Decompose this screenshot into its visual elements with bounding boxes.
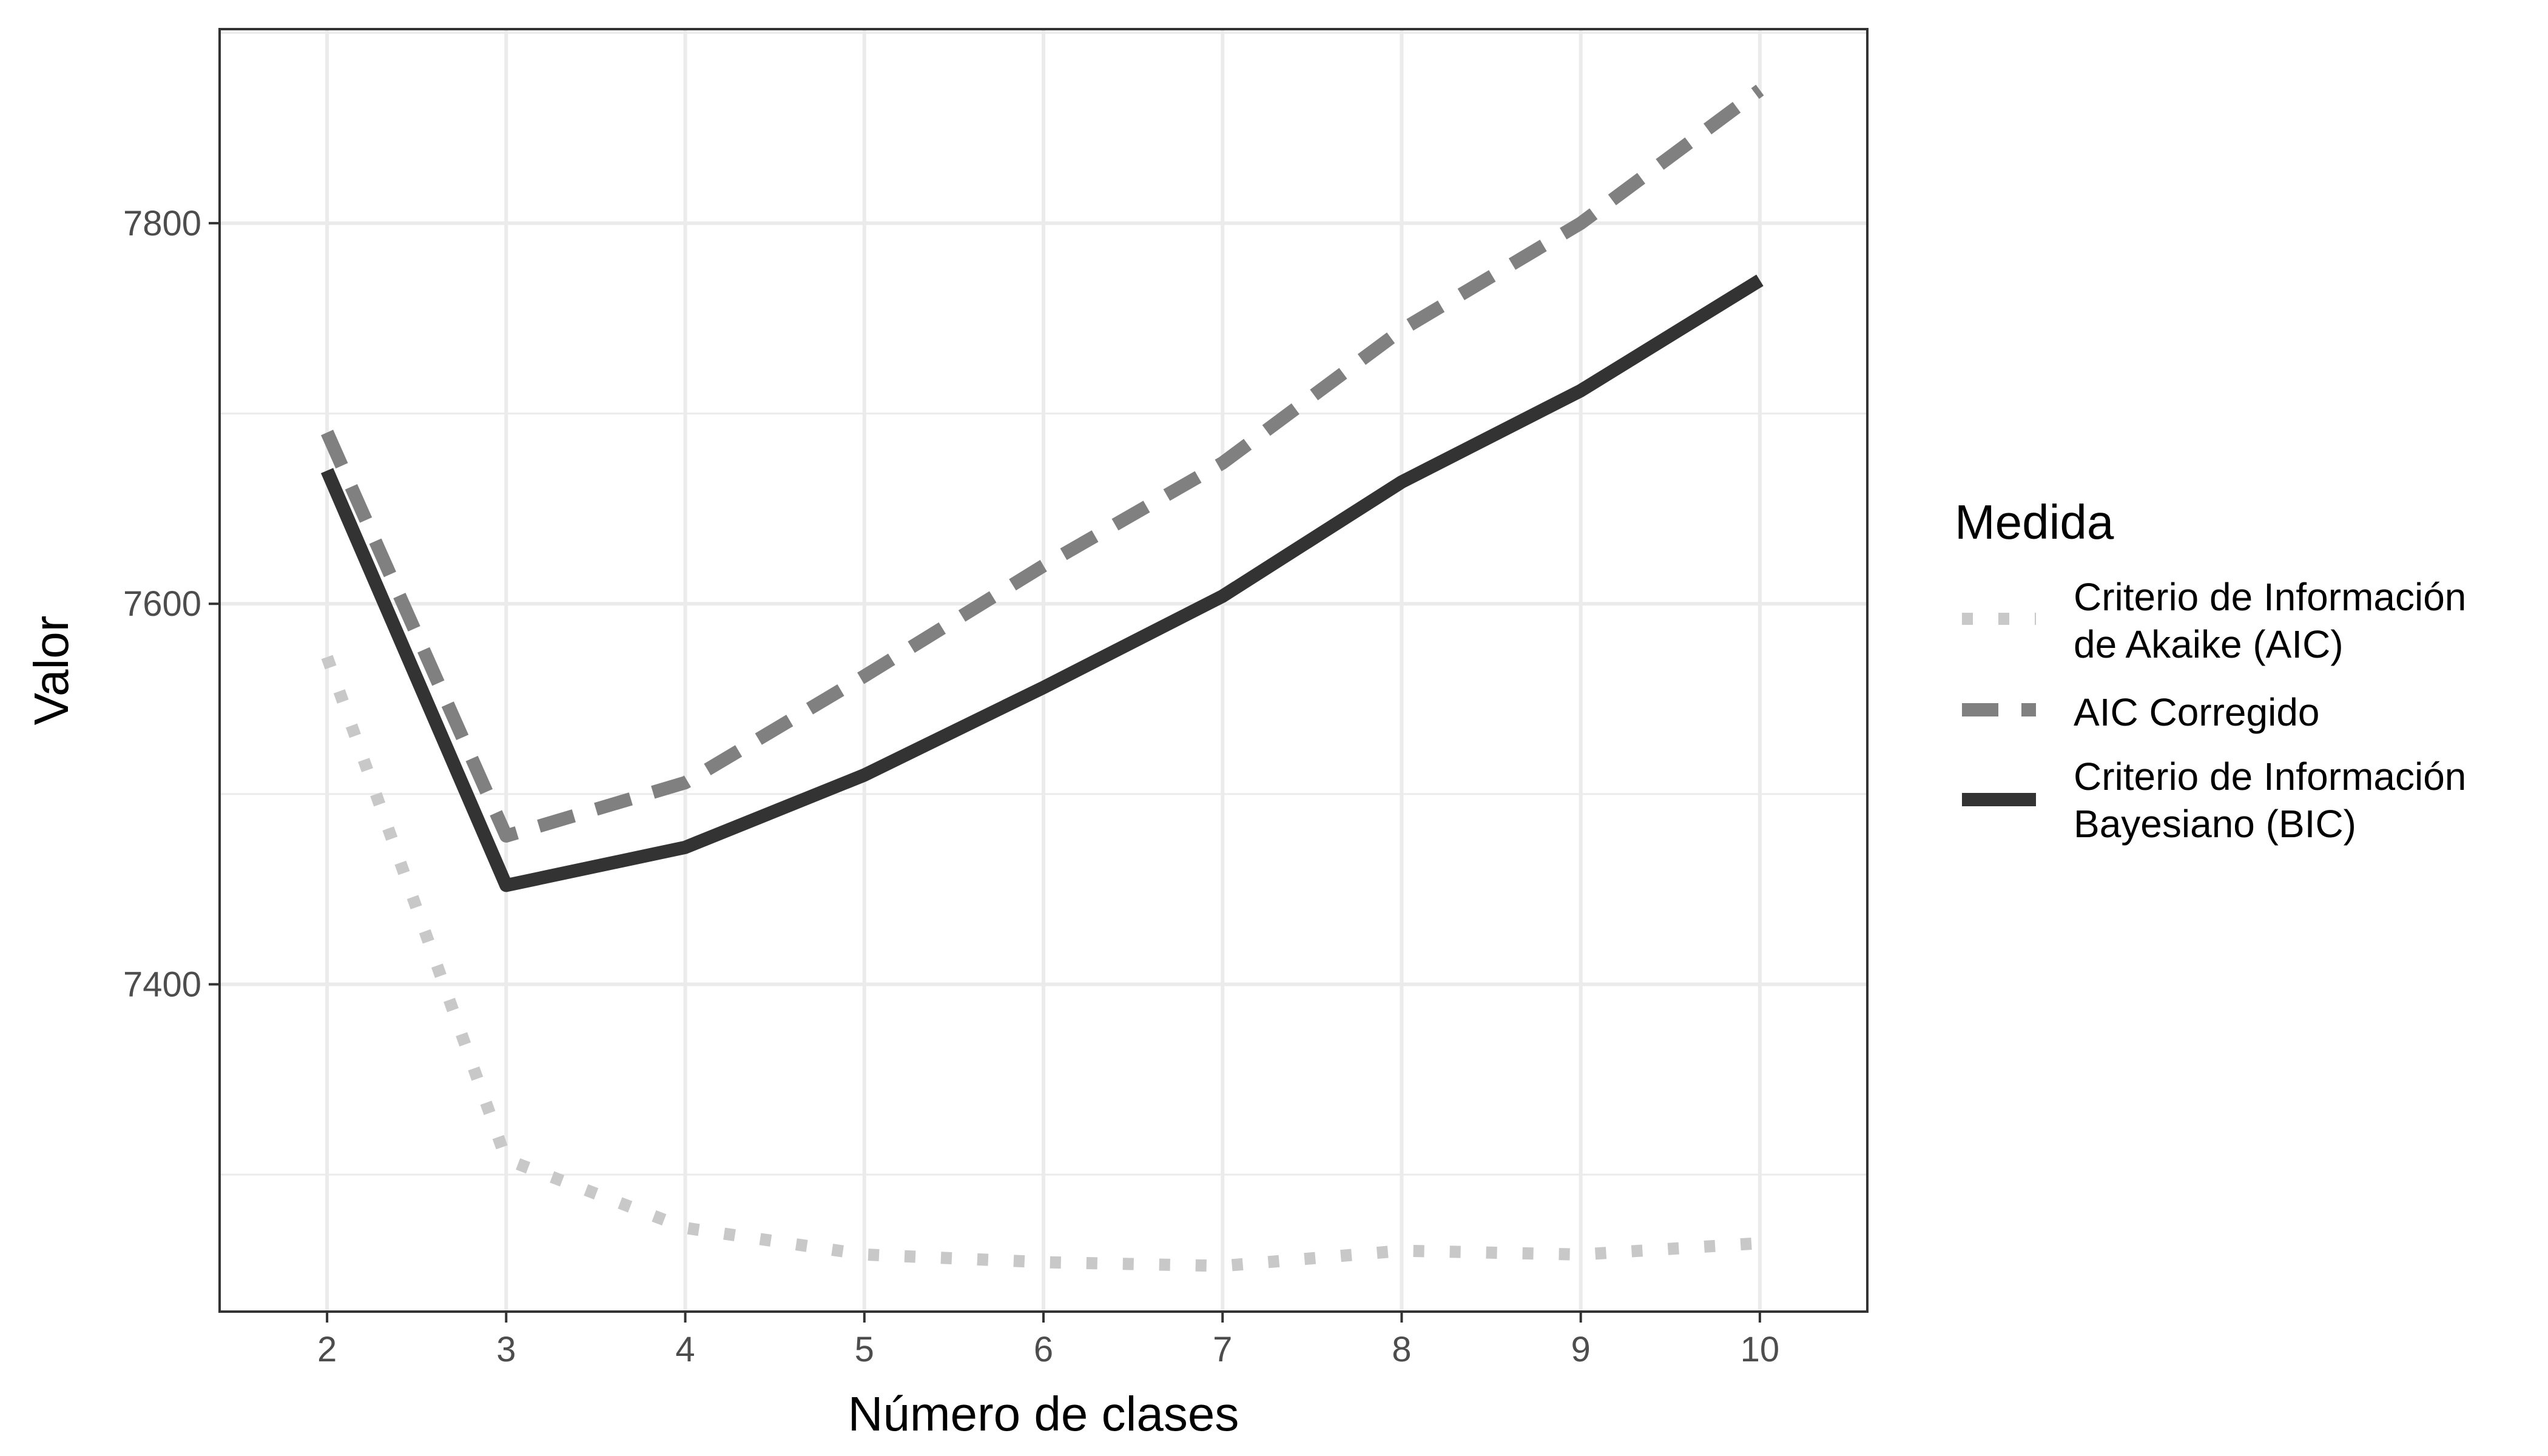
x-tick-label: 3 <box>496 1330 516 1369</box>
legend-title: Medida <box>1955 495 2114 549</box>
y-axis: 7400 7600 7800 <box>123 204 220 1005</box>
x-tick-label: 8 <box>1392 1330 1411 1369</box>
y-tick-label: 7600 <box>123 584 201 624</box>
y-tick-label: 7400 <box>123 965 201 1005</box>
x-tick-label: 10 <box>1741 1330 1780 1369</box>
series-layer <box>321 84 1764 1272</box>
x-tick-label: 7 <box>1213 1330 1232 1369</box>
x-tick-label: 2 <box>317 1330 337 1369</box>
legend-label: Criterio de Información <box>2074 755 2466 798</box>
legend-label: Bayesiano (BIC) <box>2074 802 2356 846</box>
x-tick-label: 5 <box>855 1330 874 1369</box>
legend-item-2: AIC Corregido <box>1962 690 2320 734</box>
legend-label: AIC Corregido <box>2074 690 2320 734</box>
x-tick-label: 6 <box>1034 1330 1053 1369</box>
y-tick-label: 7800 <box>123 204 201 243</box>
series-line-3 <box>321 274 1764 892</box>
plot-area <box>218 28 1869 1313</box>
legend-label: de Akaike (AIC) <box>2074 622 2344 666</box>
x-axis: 2 3 4 5 6 7 8 9 10 <box>317 1312 1779 1369</box>
x-tick-label: 9 <box>1571 1330 1591 1369</box>
x-axis-title: Número de clases <box>848 1387 1239 1441</box>
y-axis-title: Valor <box>24 616 78 726</box>
series-line-2 <box>321 84 1764 843</box>
legend-label: Criterio de Información <box>2074 575 2466 619</box>
x-tick-label: 4 <box>675 1330 695 1369</box>
